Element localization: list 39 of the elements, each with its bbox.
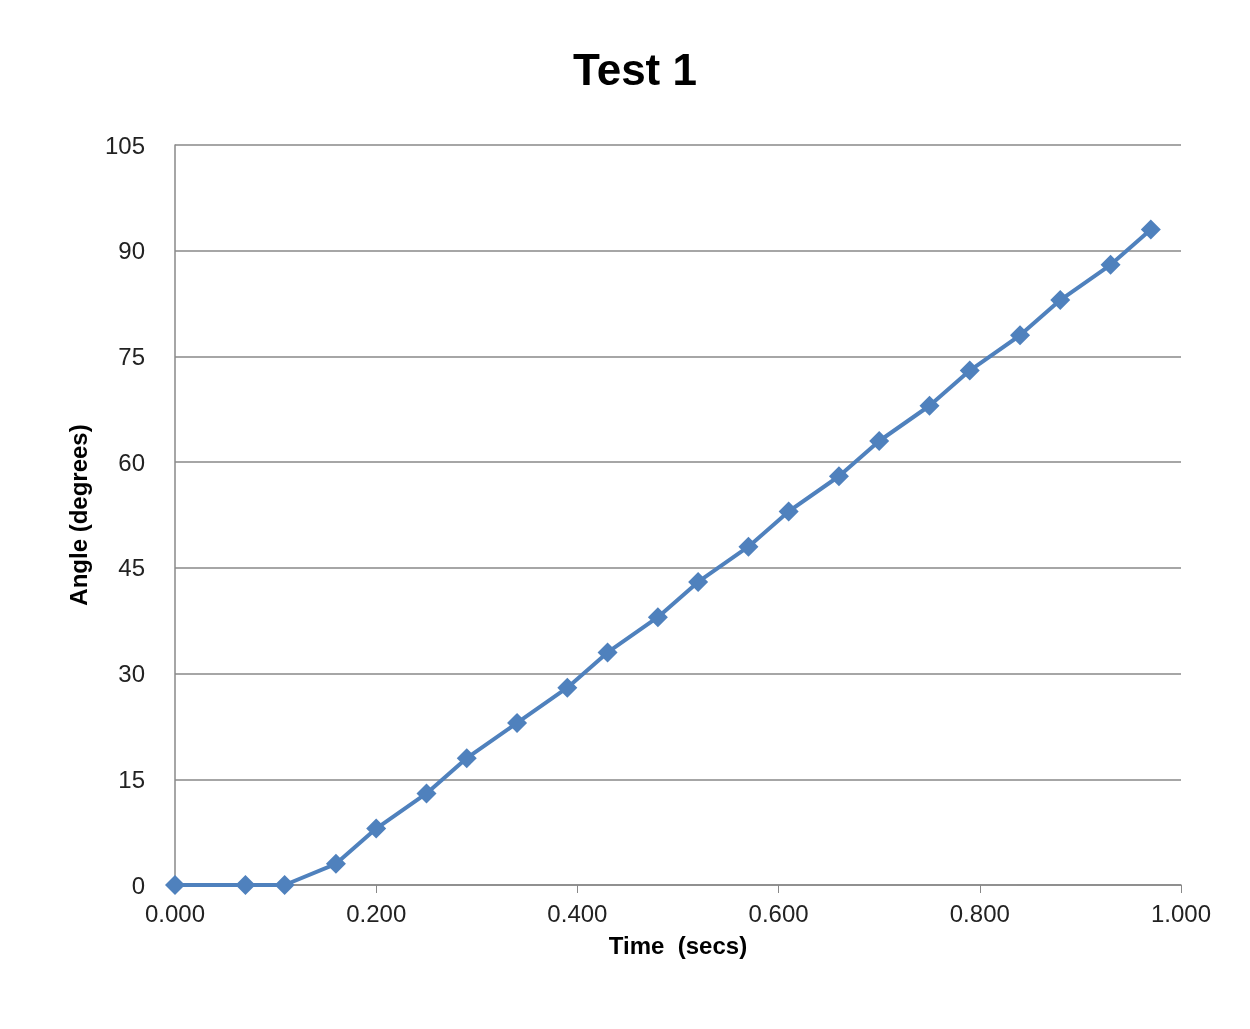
x-tick-label: 0.600 [748, 899, 809, 927]
point [235, 875, 256, 895]
point [1050, 290, 1071, 311]
point [165, 875, 185, 895]
point [416, 783, 437, 804]
x-tick-label: 0.400 [547, 899, 608, 927]
point [959, 360, 980, 381]
y-tick-label: 90 [118, 237, 145, 265]
point [1010, 325, 1031, 346]
y-tick-label: 15 [118, 765, 145, 793]
y-tick-label: 75 [118, 342, 145, 370]
x-axis-title: Time (secs) [608, 931, 748, 959]
point [597, 642, 618, 663]
x-tick-label: 0.000 [144, 899, 206, 927]
x-tick-label: 0.200 [346, 899, 407, 927]
chart-title: Test 1 [573, 44, 697, 94]
point [688, 571, 709, 592]
point [869, 431, 890, 451]
point [1140, 219, 1161, 240]
point [778, 501, 799, 522]
point [557, 677, 578, 698]
y-tick-label: 105 [104, 131, 145, 159]
point [456, 748, 477, 769]
y-tick-label: 0 [131, 871, 145, 899]
x-tick-label: 1.000 [1150, 899, 1212, 927]
point [1100, 254, 1121, 275]
x-tick-label: 0.800 [949, 899, 1010, 927]
y-tick-label: 60 [118, 448, 145, 476]
y-axis-title: Angle (degrees) [64, 424, 92, 606]
y-tick-label: 45 [118, 554, 145, 582]
point [919, 395, 940, 416]
point [738, 536, 759, 557]
point [274, 875, 295, 895]
point [647, 607, 668, 628]
point [828, 466, 849, 487]
point [366, 818, 387, 839]
y-tick-label: 30 [118, 660, 145, 688]
point [325, 853, 346, 874]
point [507, 712, 528, 733]
